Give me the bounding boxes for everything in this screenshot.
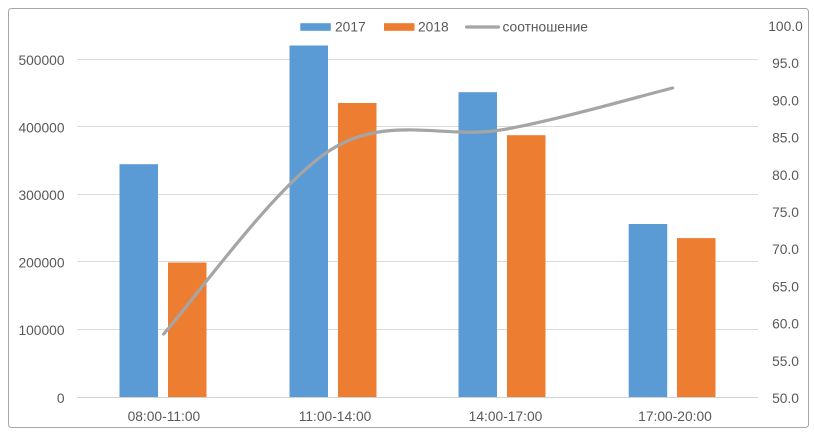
- svg-text:11:00-14:00: 11:00-14:00: [299, 409, 372, 424]
- svg-text:70.0: 70.0: [772, 242, 799, 257]
- svg-text:100.0: 100.0: [768, 19, 803, 34]
- svg-text:17:00-20:00: 17:00-20:00: [638, 409, 712, 424]
- svg-text:300000: 300000: [18, 188, 64, 203]
- svg-text:75.0: 75.0: [772, 205, 799, 220]
- svg-text:60.0: 60.0: [772, 317, 799, 332]
- svg-text:80.0: 80.0: [772, 168, 799, 183]
- svg-text:90.0: 90.0: [772, 93, 799, 108]
- svg-text:65.0: 65.0: [772, 279, 799, 294]
- svg-text:соотношение: соотношение: [503, 20, 589, 35]
- svg-text:14:00-17:00: 14:00-17:00: [469, 409, 543, 424]
- svg-text:55.0: 55.0: [772, 354, 799, 369]
- svg-text:500000: 500000: [18, 53, 64, 68]
- svg-text:85.0: 85.0: [772, 131, 799, 146]
- svg-text:2017: 2017: [335, 20, 366, 35]
- svg-text:50.0: 50.0: [772, 391, 799, 406]
- svg-text:200000: 200000: [18, 256, 64, 271]
- svg-text:0: 0: [57, 391, 65, 406]
- svg-text:2018: 2018: [418, 20, 449, 35]
- svg-text:100000: 100000: [18, 323, 64, 338]
- svg-text:08:00-11:00: 08:00-11:00: [128, 409, 201, 424]
- svg-text:400000: 400000: [18, 121, 64, 136]
- svg-text:95.0: 95.0: [772, 56, 799, 71]
